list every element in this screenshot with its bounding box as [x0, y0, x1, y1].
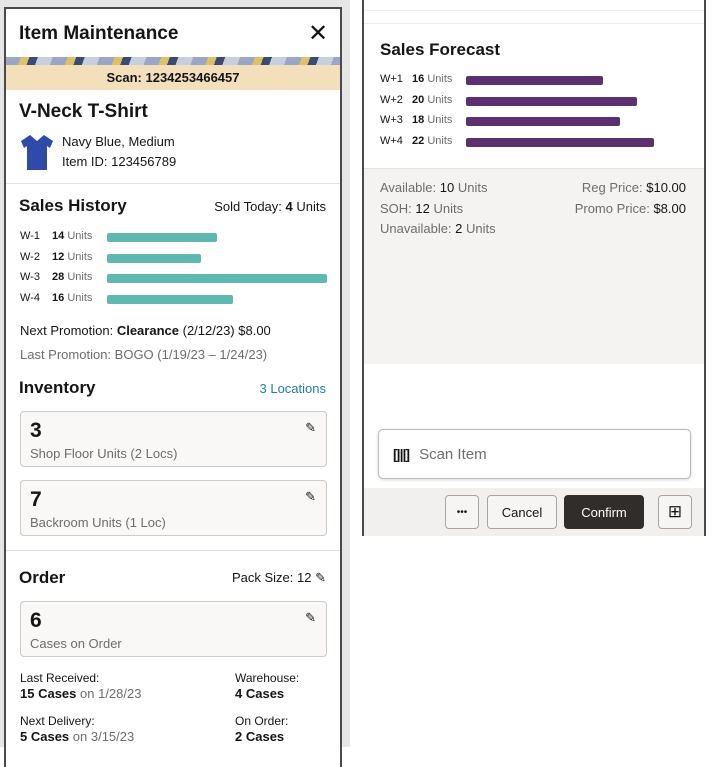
scan-banner: Scan: 1234253466457: [6, 65, 340, 90]
bar: [107, 233, 217, 242]
order-title: Order: [19, 568, 66, 587]
action-bar: ••• Cancel Confirm ⊞: [364, 488, 704, 536]
backroom-card[interactable]: 7 Backroom Units (1 Loc) ✎: [20, 480, 327, 536]
bar-week-label: W+4: [380, 134, 403, 147]
barcode-scan-icon: [|||]: [393, 446, 410, 462]
backroom-label: Backroom Units (1 Loc): [30, 515, 166, 530]
last-promotion: Last Promotion: BOGO (1/19/23 – 1/24/23): [20, 347, 268, 362]
locations-link[interactable]: 3 Locations: [259, 381, 327, 396]
panel-title: Item Maintenance: [19, 23, 179, 44]
bar-value-label: 22 Units: [412, 134, 453, 147]
pack-size[interactable]: Pack Size: 12 ✎: [231, 570, 326, 585]
bar: [466, 137, 654, 147]
edit-pencil-icon[interactable]: ✎: [305, 610, 316, 625]
more-button[interactable]: •••: [445, 495, 479, 529]
item-name: V-Neck T-Shirt: [19, 101, 148, 122]
edit-pencil-icon[interactable]: ✎: [305, 489, 316, 504]
next-promotion: Next Promotion: Clearance (2/12/23) $8.0…: [20, 323, 271, 338]
bar-week-label: W-4: [20, 291, 40, 304]
edit-pencil-icon[interactable]: ✎: [305, 420, 316, 435]
on-order-value: 2 Cases: [235, 729, 285, 744]
bar-value-label: 28 Units: [52, 271, 93, 283]
bar-week-label: W+1: [380, 73, 403, 85]
cases-on-order-value: 6: [30, 609, 42, 632]
bar-value-label: 16 Units: [412, 73, 453, 85]
shop-floor-label: Shop Floor Units (2 Locs): [30, 446, 178, 461]
bar-week-label: W+3: [380, 114, 403, 126]
bar: [466, 96, 637, 106]
shop-floor-value: 3: [30, 419, 42, 442]
bar-week-label: W-3: [20, 271, 40, 283]
next-delivery: 5 Cases on 3/15/23: [20, 729, 135, 744]
cancel-button[interactable]: Cancel: [487, 495, 557, 529]
bar-week-label: W-1: [20, 230, 40, 242]
shop-floor-card[interactable]: 3 Shop Floor Units (2 Locs) ✎: [20, 411, 327, 467]
sales-forecast-title: Sales Forecast: [380, 40, 501, 59]
unavailable: Unavailable: 2 Units: [380, 221, 496, 236]
item-detail-panel-continued: Sales Forecast W+1 16 Units W+2 20 Units W+3…: [362, 0, 706, 536]
next-delivery-label: Next Delivery:: [20, 714, 95, 728]
warehouse-label: Warehouse:: [235, 671, 300, 685]
bar-week-label: W-2: [20, 250, 40, 263]
backroom-value: 7: [30, 488, 42, 511]
warehouse-value: 4 Cases: [235, 686, 285, 701]
bar-value-label: 20 Units: [412, 93, 453, 106]
tshirt-icon: [21, 135, 53, 170]
bar: [466, 117, 620, 126]
edit-pencil-icon: ✎: [315, 570, 326, 585]
cases-on-order-card[interactable]: 6 Cases on Order ✎: [20, 601, 327, 657]
cases-on-order-label: Cases on Order: [30, 636, 122, 651]
available: Available: 10 Units: [380, 180, 488, 195]
item-variant: Navy Blue, Medium: [62, 134, 175, 149]
bar-value-label: 14 Units: [52, 230, 93, 242]
sold-today: Sold Today: 4 Units: [214, 199, 326, 214]
promo-price: Promo Price: $8.00: [574, 201, 686, 216]
item-maintenance-panel: Item Maintenance ✕ Scan: 1234253466457 V…: [4, 7, 342, 767]
bar: [466, 76, 603, 85]
last-received: 15 Cases on 1/28/23: [20, 686, 142, 701]
grid-view-icon[interactable]: ⊞: [658, 495, 692, 529]
decorative-banner: [6, 57, 340, 65]
bar-value-label: 18 Units: [412, 114, 453, 126]
bar-value-label: 16 Units: [52, 291, 93, 304]
bar-value-label: 12 Units: [52, 250, 93, 263]
bar: [107, 253, 202, 263]
stock-summary: Available: 10 Units SOH: 12 Units Unavai…: [364, 168, 704, 364]
inventory-title: Inventory: [19, 378, 96, 397]
last-received-label: Last Received:: [20, 671, 100, 685]
scan-item-placeholder: Scan Item: [419, 445, 487, 463]
on-order-label: On Order:: [235, 714, 289, 728]
confirm-button[interactable]: Confirm: [564, 495, 644, 529]
close-icon[interactable]: ✕: [308, 20, 329, 47]
bar: [107, 274, 327, 283]
bar: [107, 294, 233, 304]
sales-history-title: Sales History: [19, 196, 127, 215]
scan-item-input[interactable]: [|||] Scan Item: [378, 429, 691, 479]
soh: SOH: 12 Units: [380, 201, 464, 216]
bar-week-label: W+2: [380, 93, 403, 106]
item-id: Item ID: 123456789: [62, 154, 177, 169]
reg-price: Reg Price: $10.00: [581, 180, 686, 195]
